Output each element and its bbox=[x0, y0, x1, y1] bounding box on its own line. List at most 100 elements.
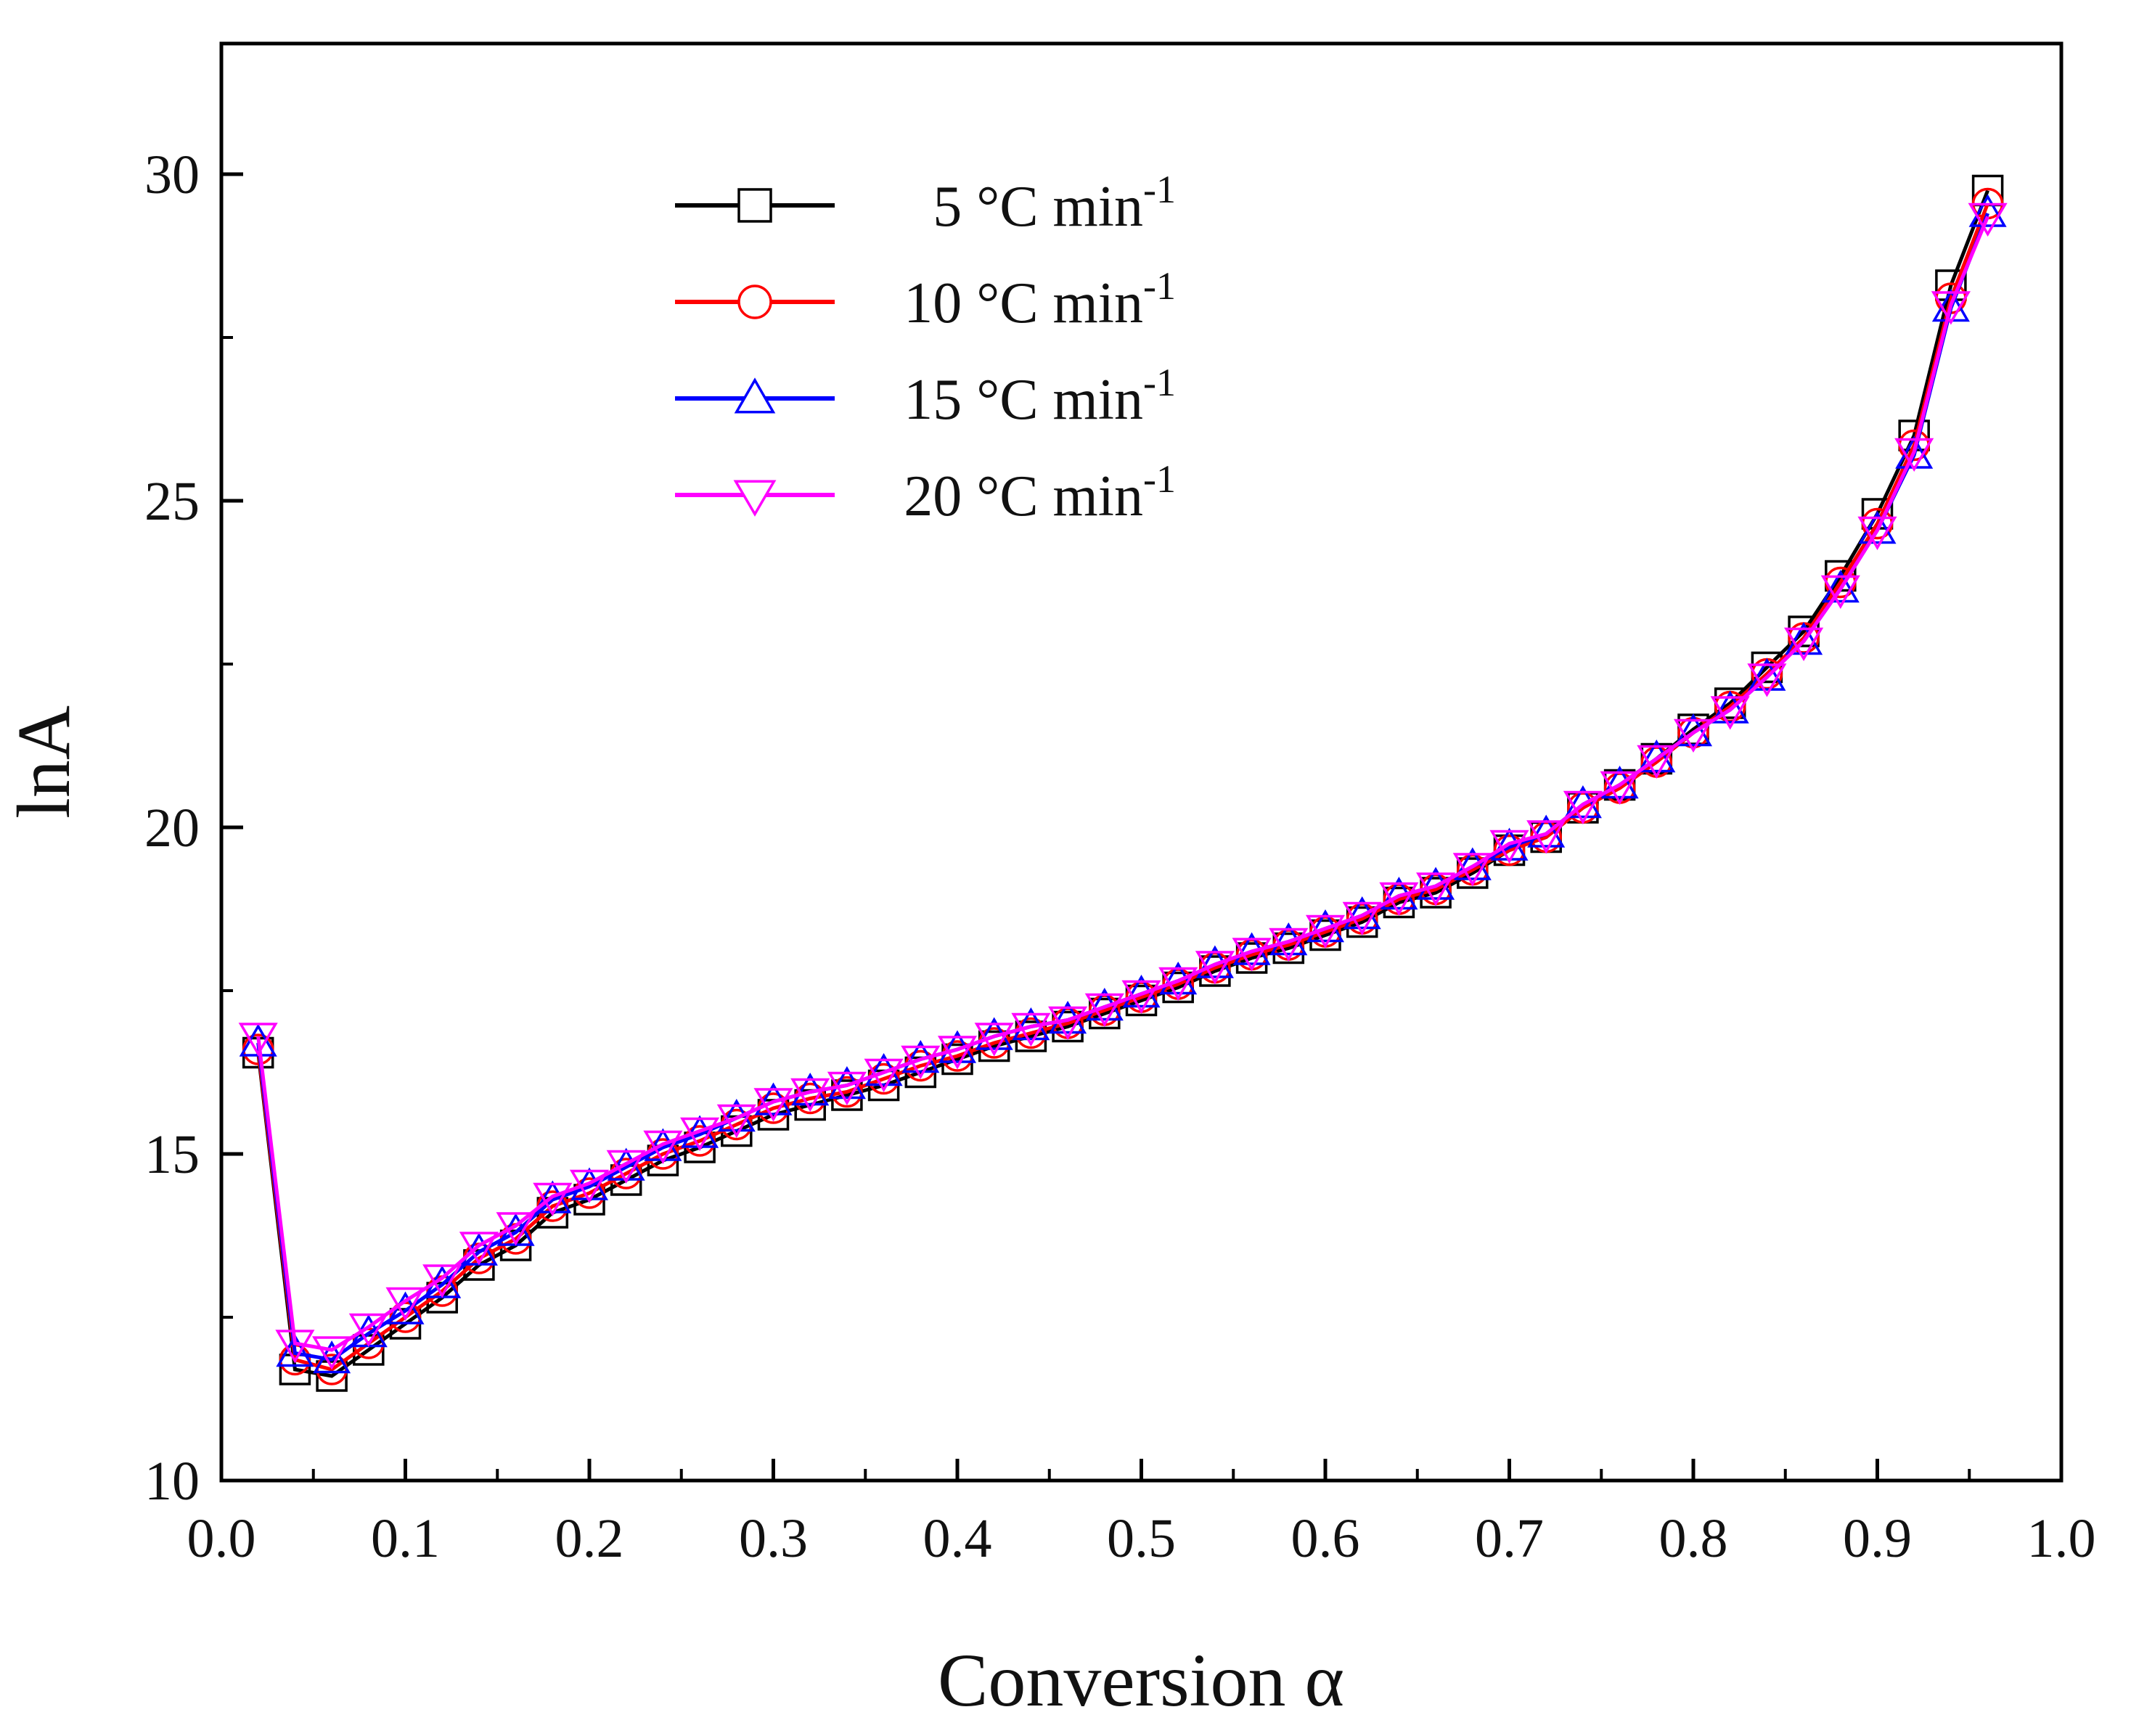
data-point bbox=[276, 1333, 314, 1367]
y-tick-label: 20 bbox=[144, 798, 200, 859]
legend-marker bbox=[733, 480, 777, 517]
series-4 bbox=[238, 202, 2008, 1370]
data-point bbox=[1637, 739, 1676, 773]
x-tick-label: 0.5 bbox=[1107, 1508, 1176, 1569]
y-tick-label: 30 bbox=[144, 144, 200, 205]
x-tick-label: 0.9 bbox=[1843, 1508, 1912, 1569]
data-point bbox=[1747, 663, 1787, 697]
data-point bbox=[1453, 847, 1492, 880]
x-axis-title: Conversion α bbox=[938, 1639, 1344, 1722]
x-tick-label: 0.0 bbox=[187, 1508, 256, 1569]
data-point bbox=[974, 1023, 1014, 1057]
data-point bbox=[1417, 867, 1455, 900]
legend-label: 15 °C min-1 bbox=[904, 361, 1176, 432]
data-point bbox=[790, 1078, 830, 1112]
data-point bbox=[1784, 627, 1824, 661]
data-point bbox=[1527, 814, 1566, 848]
data-point bbox=[937, 1036, 978, 1070]
x-tick-label: 0.2 bbox=[555, 1508, 624, 1569]
x-tick-label: 0.1 bbox=[371, 1508, 440, 1569]
data-point bbox=[827, 1071, 867, 1105]
data-point bbox=[1269, 928, 1309, 962]
legend: 5 °C min-1 10 °C min-1 15 °C min-1 20 °C mi… bbox=[675, 168, 1176, 528]
tick-labels: 0.0 0.1 0.2 0.3 0.4 0.5 0.6 0.7 0.8 0.9 1.0 10 15 20 2… bbox=[144, 144, 2096, 1569]
y-tick-label: 15 bbox=[144, 1124, 200, 1185]
data-point bbox=[1858, 510, 1897, 544]
data-point bbox=[1894, 438, 1934, 472]
y-tick-label: 25 bbox=[144, 471, 200, 532]
data-point bbox=[1452, 853, 1492, 887]
data-point bbox=[1931, 291, 1971, 325]
series-layer bbox=[238, 174, 2008, 1392]
data-point bbox=[1343, 896, 1381, 930]
data-point bbox=[1821, 569, 1860, 603]
legend-marker bbox=[737, 284, 772, 319]
data-point bbox=[312, 1336, 352, 1370]
data-point bbox=[1968, 202, 2008, 237]
data-point bbox=[1084, 993, 1124, 1027]
data-point bbox=[753, 1088, 793, 1122]
data-point bbox=[1342, 901, 1382, 935]
data-point bbox=[1857, 516, 1897, 550]
data-point bbox=[606, 1150, 646, 1184]
data-point bbox=[238, 1023, 278, 1057]
x-tick-label: 0.6 bbox=[1291, 1508, 1360, 1569]
data-point bbox=[643, 1130, 683, 1164]
legend-item: 15 °C min-1 bbox=[675, 361, 1176, 432]
data-point bbox=[1785, 621, 1823, 655]
legend-label: 20 °C min-1 bbox=[904, 457, 1176, 528]
data-point bbox=[1158, 967, 1198, 1001]
data-point bbox=[385, 1287, 425, 1321]
data-point bbox=[1600, 771, 1640, 805]
data-point bbox=[569, 1169, 610, 1203]
x-tick-label: 0.8 bbox=[1659, 1508, 1728, 1569]
data-point bbox=[1305, 914, 1346, 949]
data-point bbox=[680, 1117, 720, 1151]
data-point bbox=[1011, 1012, 1051, 1047]
data-point bbox=[1711, 690, 1749, 724]
legend-item: 20 °C min-1 bbox=[675, 457, 1176, 528]
data-point bbox=[313, 1340, 351, 1374]
data-point bbox=[1748, 658, 1786, 691]
x-tick-label: 0.4 bbox=[923, 1508, 992, 1569]
legend-marker bbox=[737, 188, 772, 223]
x-tick-label: 0.3 bbox=[739, 1508, 808, 1569]
legend-label: 5 °C min-1 bbox=[933, 168, 1176, 239]
data-point bbox=[459, 1232, 499, 1266]
data-point bbox=[1526, 820, 1566, 854]
data-point bbox=[1563, 785, 1602, 819]
data-point bbox=[1232, 938, 1272, 972]
legend-item: 5 °C min-1 bbox=[675, 168, 1176, 239]
data-point bbox=[864, 1058, 904, 1092]
data-point bbox=[1048, 1006, 1088, 1040]
legend-marker bbox=[734, 377, 776, 414]
data-point bbox=[1563, 790, 1603, 824]
y-axis-title: lnA bbox=[2, 705, 86, 819]
data-point bbox=[1673, 718, 1714, 753]
data-point bbox=[1820, 575, 1860, 609]
legend-item: 10 °C min-1 bbox=[675, 264, 1176, 335]
data-point bbox=[1121, 980, 1161, 1014]
data-point bbox=[1489, 830, 1529, 864]
data-point bbox=[275, 1330, 315, 1364]
data-point bbox=[1968, 194, 2007, 227]
data-point bbox=[1195, 951, 1235, 985]
data-point bbox=[348, 1313, 388, 1347]
legend-label: 10 °C min-1 bbox=[904, 264, 1176, 335]
x-tick-label: 0.7 bbox=[1475, 1508, 1544, 1569]
data-point bbox=[422, 1264, 462, 1298]
data-point bbox=[533, 1182, 573, 1216]
data-point bbox=[1416, 872, 1456, 906]
data-point bbox=[496, 1212, 536, 1246]
data-point bbox=[901, 1045, 941, 1079]
data-point bbox=[1674, 713, 1713, 747]
data-point bbox=[1379, 882, 1419, 916]
y-tick-label: 10 bbox=[144, 1451, 200, 1512]
data-point bbox=[716, 1104, 756, 1138]
data-point bbox=[1710, 696, 1750, 730]
plot-frame bbox=[219, 41, 2063, 1483]
data-point bbox=[1600, 765, 1639, 799]
x-tick-label: 1.0 bbox=[2027, 1508, 2096, 1569]
